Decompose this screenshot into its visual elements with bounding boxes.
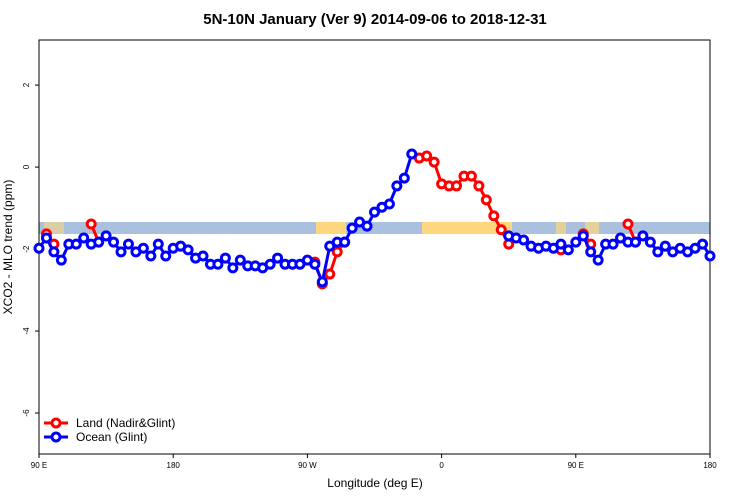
- data-point: [637, 230, 649, 242]
- data-point: [227, 262, 239, 274]
- data-point: [480, 194, 492, 206]
- data-point: [555, 238, 567, 250]
- data-point: [659, 240, 671, 252]
- data-point: [264, 258, 276, 270]
- data-point: [122, 238, 134, 250]
- data-point: [108, 236, 120, 248]
- data-point: [383, 198, 395, 210]
- data-point: [428, 156, 440, 168]
- data-point: [622, 218, 634, 230]
- data-point: [93, 236, 105, 248]
- data-point: [152, 238, 164, 250]
- data-point: [704, 250, 716, 262]
- data-point: [495, 224, 507, 236]
- series-line: [37, 153, 712, 287]
- data-point: [421, 150, 433, 162]
- data-point: [361, 220, 373, 232]
- y-tick-label: 0: [22, 164, 31, 169]
- data-point: [570, 236, 582, 248]
- data-point: [331, 246, 343, 258]
- data-point: [78, 232, 90, 244]
- data-point: [234, 254, 246, 266]
- data-point: [182, 244, 194, 256]
- data-point: [585, 246, 597, 258]
- data-point: [465, 170, 477, 182]
- data-point: [406, 148, 418, 160]
- data-point: [33, 242, 45, 254]
- series-line: [45, 154, 637, 288]
- data-point: [137, 242, 149, 254]
- data-point: [391, 180, 403, 192]
- data-point: [55, 254, 67, 266]
- chart-title: 5N-10N January (Ver 9) 2014-09-06 to 201…: [203, 11, 547, 28]
- map-band: [39, 222, 710, 234]
- legend-label: Land (Nadir&Glint): [76, 416, 175, 430]
- x-axis-label: Longitude (deg E): [327, 476, 422, 490]
- data-point: [369, 206, 380, 218]
- data-point: [145, 250, 157, 262]
- land-patches: [44, 222, 599, 234]
- x-tick-label: 180: [167, 461, 181, 470]
- data-point: [197, 250, 209, 262]
- y-tick-label: -4: [22, 327, 31, 335]
- data-point: [85, 218, 97, 230]
- data-point: [70, 238, 82, 250]
- data-point: [451, 180, 463, 192]
- data-point: [272, 252, 284, 264]
- legend-label: Ocean (Glint): [76, 430, 147, 444]
- data-point: [644, 236, 656, 248]
- data-point: [518, 234, 530, 246]
- data-point: [219, 252, 231, 264]
- data-point: [607, 238, 619, 250]
- data-point: [697, 238, 709, 250]
- x-tick-label: 180: [703, 461, 717, 470]
- data-point: [577, 230, 589, 242]
- data-point: [115, 246, 127, 258]
- legend-marker: [50, 417, 62, 429]
- data-point: [309, 258, 321, 270]
- data-point: [488, 210, 500, 222]
- data-point: [48, 246, 60, 258]
- data-point: [562, 244, 574, 256]
- x-tick-label: 90 E: [568, 461, 584, 470]
- legend-marker: [50, 431, 62, 443]
- data-point: [339, 236, 351, 248]
- x-tick-label: 0: [439, 461, 444, 470]
- y-tick-label: -2: [22, 245, 31, 253]
- data-point: [629, 236, 641, 248]
- y-tick-label: -6: [22, 409, 31, 417]
- x-tick-label: 90 W: [298, 461, 317, 470]
- data-point: [346, 222, 358, 234]
- data-point: [652, 246, 664, 258]
- data-point: [160, 250, 172, 262]
- data-point: [398, 172, 410, 184]
- y-axis-label: XCO2 - MLO trend (ppm): [1, 180, 15, 315]
- data-point: [100, 230, 112, 242]
- y-tick-label: 2: [22, 82, 31, 87]
- data-point: [316, 276, 328, 288]
- data-point: [473, 180, 485, 192]
- data-point: [40, 232, 52, 244]
- data-point: [592, 254, 604, 266]
- data-point: [212, 258, 224, 270]
- x-tick-label: 90 E: [31, 461, 47, 470]
- data-point: [324, 268, 336, 280]
